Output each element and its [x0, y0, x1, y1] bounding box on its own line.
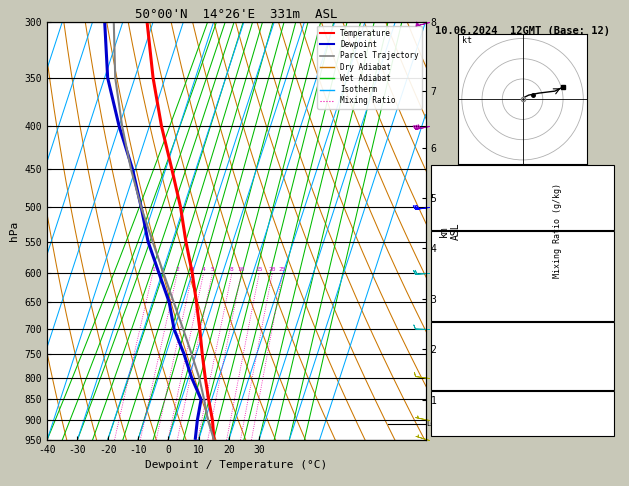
Text: Pressure (mb): Pressure (mb): [434, 335, 504, 345]
Text: PW (cm): PW (cm): [434, 212, 472, 222]
Text: StmDir: StmDir: [434, 417, 467, 426]
Text: 1: 1: [151, 267, 155, 272]
Text: 312: 312: [594, 270, 611, 279]
Text: Lifted Index: Lifted Index: [434, 356, 499, 365]
Text: 8.9: 8.9: [594, 258, 611, 267]
Text: 19: 19: [600, 174, 611, 183]
Text: EH: EH: [434, 403, 445, 412]
Text: 10: 10: [238, 267, 245, 272]
Text: 2: 2: [175, 267, 179, 272]
Text: 3: 3: [191, 267, 194, 272]
Text: 22: 22: [600, 410, 611, 419]
Text: LCL: LCL: [426, 421, 438, 427]
Text: 15: 15: [255, 267, 263, 272]
Text: Mixing Ratio (g/kg): Mixing Ratio (g/kg): [554, 183, 562, 278]
Text: CIN (J): CIN (J): [434, 307, 472, 316]
Text: 8: 8: [606, 282, 611, 292]
Text: Surface: Surface: [504, 234, 542, 243]
Text: 25: 25: [279, 267, 286, 272]
Title: 50°00'N  14°26'E  331m  ASL: 50°00'N 14°26'E 331m ASL: [135, 8, 338, 21]
Bar: [431, 322, 614, 390]
Text: Hodograph: Hodograph: [498, 394, 547, 403]
Text: 13: 13: [600, 424, 611, 433]
X-axis label: Dewpoint / Temperature (°C): Dewpoint / Temperature (°C): [145, 460, 328, 470]
Text: 20: 20: [269, 267, 276, 272]
Y-axis label: km
ASL: km ASL: [439, 222, 460, 240]
Text: 10.06.2024  12GMT (Base: 12): 10.06.2024 12GMT (Base: 12): [435, 26, 610, 36]
Text: CIN (J): CIN (J): [434, 377, 472, 386]
Bar: [431, 391, 614, 435]
Text: CAPE (J): CAPE (J): [434, 295, 477, 304]
Text: θₑ(K): θₑ(K): [434, 270, 461, 279]
Text: Totals Totals: Totals Totals: [434, 193, 504, 202]
Text: Dewp (°C): Dewp (°C): [434, 258, 482, 267]
Text: 314: 314: [594, 346, 611, 355]
Text: θₑ (K): θₑ (K): [434, 346, 467, 355]
Legend: Temperature, Dewpoint, Parcel Trajectory, Dry Adiabat, Wet Adiabat, Isotherm, Mi: Temperature, Dewpoint, Parcel Trajectory…: [317, 26, 421, 108]
Text: 850: 850: [594, 335, 611, 345]
Text: K: K: [434, 174, 440, 183]
Text: 0: 0: [606, 377, 611, 386]
Text: SREH: SREH: [434, 410, 456, 419]
Text: 5: 5: [211, 267, 214, 272]
Text: -14: -14: [594, 403, 611, 412]
Text: 0: 0: [606, 295, 611, 304]
Bar: [431, 231, 614, 321]
Text: CAPE (J): CAPE (J): [434, 366, 477, 375]
Text: 277°: 277°: [589, 417, 611, 426]
Text: Most Unstable: Most Unstable: [487, 325, 557, 334]
Text: 15.1: 15.1: [589, 246, 611, 255]
Text: StmSpd (kt): StmSpd (kt): [434, 424, 493, 433]
Text: Lifted Index: Lifted Index: [434, 282, 499, 292]
Bar: [431, 165, 614, 230]
Text: © weatheronline.co.uk: © weatheronline.co.uk: [474, 429, 571, 438]
Text: 6: 6: [606, 356, 611, 365]
Text: 8: 8: [230, 267, 234, 272]
Y-axis label: hPa: hPa: [9, 221, 19, 241]
Text: 41: 41: [600, 193, 611, 202]
Text: 0: 0: [606, 366, 611, 375]
Text: Temp (°C): Temp (°C): [434, 246, 482, 255]
Text: 2.07: 2.07: [589, 212, 611, 222]
Text: 4: 4: [202, 267, 206, 272]
Text: 0: 0: [606, 307, 611, 316]
